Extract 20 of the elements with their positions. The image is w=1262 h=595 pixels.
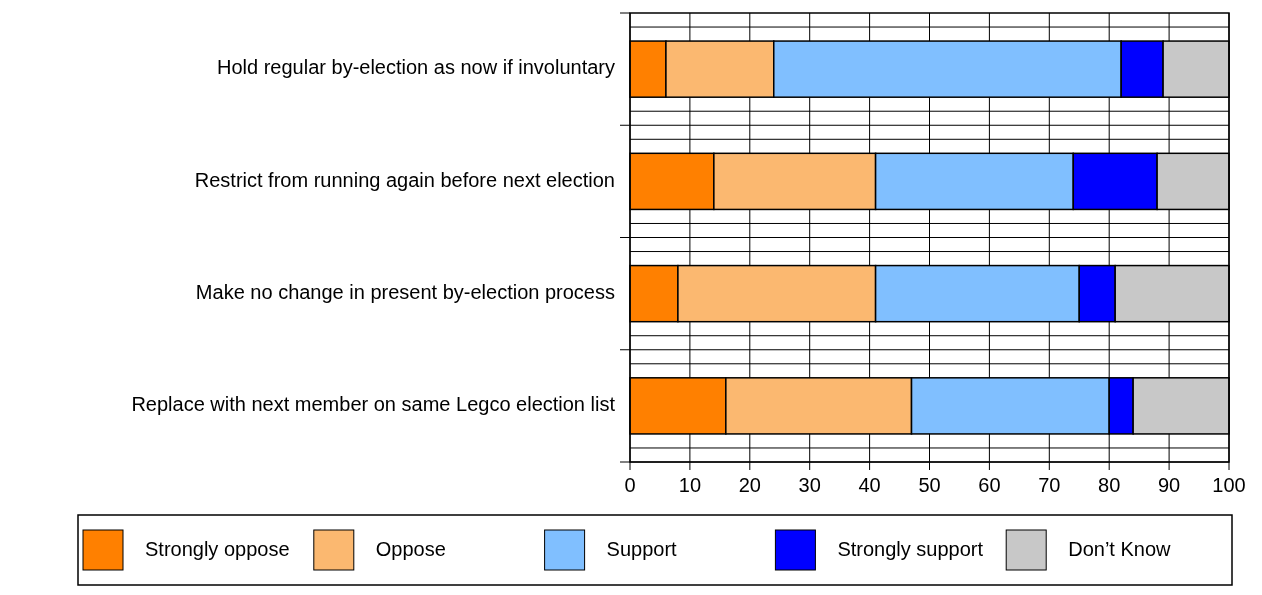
x-tick-label: 50 [918, 474, 941, 496]
x-tick-label: 40 [858, 474, 881, 496]
x-tick-label: 60 [978, 474, 1001, 496]
x-tick-label: 0 [624, 474, 636, 496]
y-tick-label: Restrict from running again before next election [194, 168, 615, 191]
legend-label: Strongly oppose [145, 538, 290, 561]
x-tick-label: 100 [1212, 474, 1246, 496]
y-tick-label: Make no change in present by-election process [195, 280, 615, 303]
legend-label: Support [606, 538, 678, 561]
legend-label: Oppose [375, 538, 446, 561]
legend-label: Don’t Know [1068, 538, 1172, 561]
x-tick-label: 30 [798, 474, 821, 496]
x-tick-label: 80 [1098, 474, 1121, 496]
y-tick-label: Replace with next member on same Legco election list [131, 393, 616, 416]
x-tick-label: 90 [1157, 474, 1181, 496]
y-tick-label: Hold regular by-election as now if involuntary [217, 56, 615, 79]
x-tick-label: 10 [678, 474, 702, 496]
x-tick-label: 70 [1038, 474, 1061, 496]
x-tick-label: 20 [738, 474, 761, 496]
legend-label: Strongly support [837, 538, 984, 561]
